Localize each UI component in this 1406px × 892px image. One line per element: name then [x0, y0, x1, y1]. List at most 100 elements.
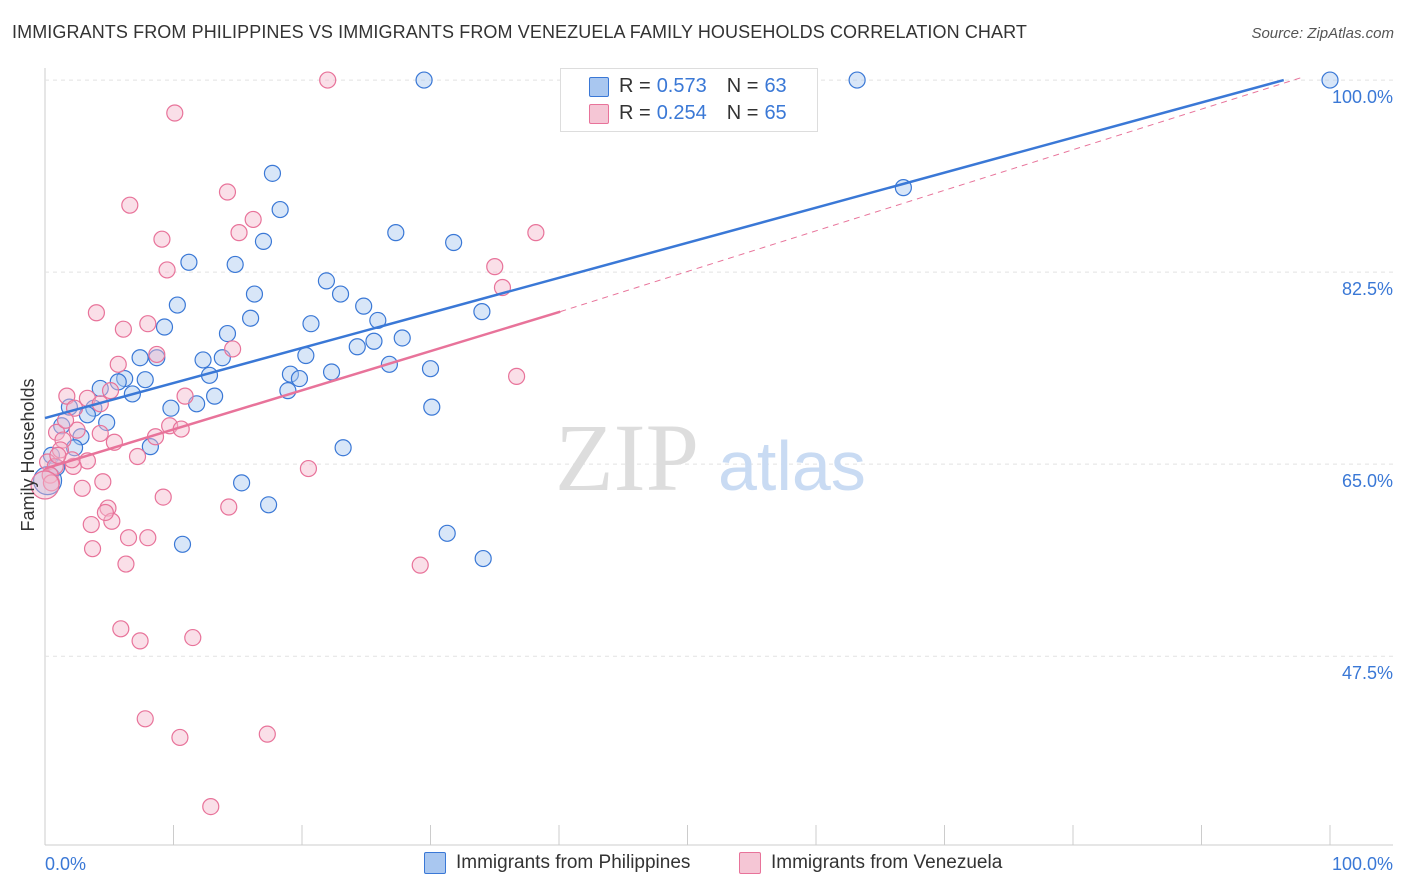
- point-venezuela: [128, 447, 147, 466]
- point-venezuela: [87, 304, 106, 322]
- point-venezuela: [258, 725, 276, 743]
- point-philippines: [445, 233, 463, 252]
- point-philippines: [91, 379, 109, 398]
- point-venezuela: [202, 797, 220, 816]
- chart-title: IMMIGRANTS FROM PHILIPPINES VS IMMIGRANT…: [12, 22, 1028, 42]
- bottom-legend-venezuela: Immigrants from Venezuela: [739, 852, 1002, 874]
- point-philippines: [98, 413, 116, 432]
- point-venezuela: [117, 555, 135, 573]
- point-venezuela: [319, 71, 337, 89]
- point-philippines: [474, 549, 492, 568]
- point-venezuela: [136, 710, 154, 728]
- point-venezuela: [158, 261, 176, 279]
- legend-r-label: R =: [619, 102, 651, 124]
- point-philippines: [245, 285, 264, 303]
- source-label: Source: ZipAtlas.com: [1251, 25, 1394, 42]
- y-tick-label: 47.5%: [1342, 663, 1393, 683]
- point-venezuela: [527, 224, 545, 242]
- legend-n-value-blue: 63: [764, 75, 787, 97]
- point-venezuela: [109, 355, 127, 373]
- point-philippines: [334, 439, 352, 457]
- point-philippines: [355, 297, 373, 315]
- point-venezuela: [101, 382, 120, 400]
- point-philippines: [290, 369, 309, 388]
- legend-n-label: N =: [726, 75, 759, 97]
- point-philippines: [423, 398, 441, 416]
- point-philippines: [393, 329, 411, 347]
- point-venezuela: [73, 479, 91, 497]
- point-philippines: [438, 524, 456, 542]
- point-philippines: [848, 71, 866, 89]
- point-venezuela: [139, 529, 157, 547]
- trendline-venezuela-extension: [560, 77, 1301, 313]
- legend-r-label: R =: [619, 75, 651, 97]
- point-philippines: [387, 224, 405, 242]
- point-venezuela: [220, 498, 238, 516]
- point-venezuela: [54, 431, 72, 449]
- trendline-venezuela: [44, 310, 561, 470]
- point-venezuela: [58, 387, 76, 405]
- point-venezuela: [171, 728, 189, 747]
- point-philippines: [131, 349, 149, 367]
- point-philippines: [180, 253, 198, 271]
- point-venezuela: [82, 515, 100, 534]
- point-venezuela: [49, 446, 67, 465]
- point-venezuela: [83, 540, 102, 558]
- point-philippines: [259, 496, 278, 514]
- point-philippines: [1321, 71, 1339, 89]
- watermark-atlas: atlas: [718, 427, 866, 505]
- point-philippines: [263, 164, 282, 182]
- point-philippines: [302, 315, 320, 333]
- legend-label-venezuela: Immigrants from Venezuela: [771, 852, 1003, 873]
- point-venezuela: [244, 210, 262, 229]
- point-philippines: [281, 365, 300, 383]
- point-venezuela: [411, 556, 429, 574]
- legend-swatch-pink: [589, 104, 609, 124]
- legend-r-value-pink: 0.254: [656, 102, 707, 124]
- watermark-zip: ZIP: [555, 404, 699, 511]
- legend-swatch-blue: [589, 77, 609, 97]
- point-philippines: [271, 200, 289, 219]
- point-venezuela: [166, 104, 184, 122]
- point-venezuela: [153, 230, 171, 248]
- point-philippines: [173, 535, 192, 553]
- point-philippines: [206, 387, 224, 405]
- point-philippines: [168, 296, 186, 314]
- point-venezuela: [119, 529, 138, 547]
- y-tick-label: 65.0%: [1342, 471, 1393, 491]
- point-venezuela: [30, 470, 60, 500]
- legend: R = 0.573 N = 63 R = 0.254 N = 65: [560, 68, 818, 132]
- legend-r-value-blue: 0.573: [656, 75, 707, 97]
- point-philippines: [365, 332, 383, 350]
- point-philippines: [348, 338, 366, 356]
- point-philippines: [218, 324, 237, 343]
- point-philippines: [136, 371, 154, 389]
- point-philippines: [141, 438, 159, 456]
- point-venezuela: [176, 387, 194, 405]
- point-venezuela: [299, 459, 318, 478]
- point-philippines: [297, 346, 315, 365]
- x-tick-label-max: 100.0%: [1332, 854, 1393, 874]
- bottom-legend-philippines: Immigrants from Philippines: [424, 852, 690, 874]
- point-venezuela: [96, 503, 114, 522]
- legend-swatch-pink: [739, 852, 761, 874]
- point-philippines: [155, 318, 174, 336]
- point-venezuela: [230, 224, 248, 242]
- point-venezuela: [154, 488, 172, 506]
- point-philippines: [322, 363, 341, 381]
- point-venezuela: [139, 315, 157, 333]
- y-tick-label: 100.0%: [1332, 87, 1393, 107]
- point-venezuela: [184, 628, 202, 647]
- point-venezuela: [218, 183, 237, 201]
- point-venezuela: [103, 512, 121, 530]
- point-venezuela: [94, 473, 112, 491]
- point-philippines: [254, 232, 273, 250]
- legend-label-philippines: Immigrants from Philippines: [456, 852, 691, 873]
- trendline-philippines: [44, 78, 1285, 420]
- point-philippines: [415, 71, 433, 89]
- point-venezuela: [507, 367, 526, 385]
- point-venezuela: [148, 345, 166, 364]
- x-tick-label-min: 0.0%: [45, 854, 86, 874]
